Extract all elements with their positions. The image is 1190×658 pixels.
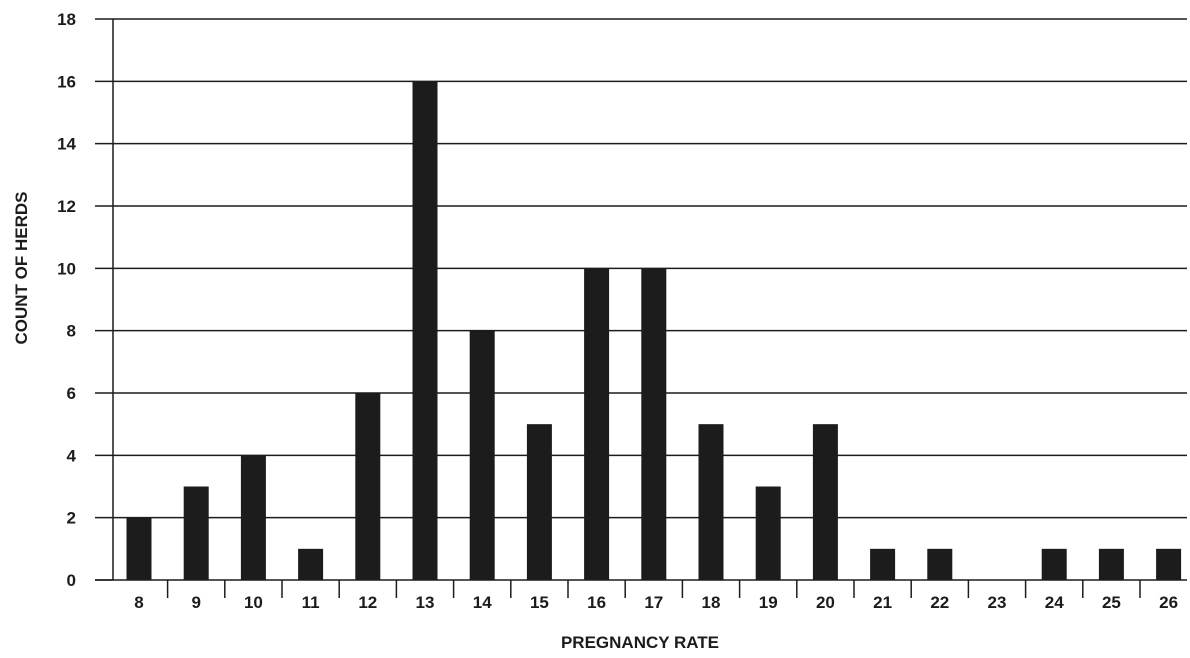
bar-13 xyxy=(412,81,438,580)
y-tick-labels: 0 2 4 6 8 10 12 14 16 18 xyxy=(57,10,76,590)
y-axis-title: COUNT OF HERDS xyxy=(12,192,31,345)
bar-11 xyxy=(298,548,324,580)
x-tick-label-12: 12 xyxy=(358,593,377,612)
x-axis-title: PREGNANCY RATE xyxy=(561,633,719,652)
bar-19 xyxy=(755,486,781,580)
x-tick-label-9: 9 xyxy=(191,593,200,612)
bar-26 xyxy=(1156,548,1182,580)
axes xyxy=(95,18,1187,598)
x-tick-label-11: 11 xyxy=(302,593,320,612)
y-tick-label-10: 10 xyxy=(57,259,76,278)
y-tick-label-12: 12 xyxy=(57,197,76,216)
bar-9 xyxy=(183,486,209,580)
y-tick-label-16: 16 xyxy=(57,72,76,91)
y-tick-label-14: 14 xyxy=(57,135,76,154)
x-tick-label-19: 19 xyxy=(759,593,778,612)
bar-16 xyxy=(584,268,610,580)
x-tick-label-15: 15 xyxy=(530,593,549,612)
x-tick-label-8: 8 xyxy=(134,593,143,612)
bar-17 xyxy=(641,268,667,580)
bar-20 xyxy=(812,424,838,580)
bar-15 xyxy=(526,424,552,580)
x-tick-label-18: 18 xyxy=(702,593,721,612)
x-tick-label-14: 14 xyxy=(473,593,492,612)
bar-25 xyxy=(1098,548,1124,580)
bar-21 xyxy=(870,548,896,580)
x-tick-label-10: 10 xyxy=(244,593,263,612)
x-tick-label-17: 17 xyxy=(644,593,663,612)
x-tick-labels: 8 9 10 11 12 13 14 15 16 17 18 19 20 21 22 23 24 25 26 xyxy=(134,593,1178,612)
y-tick-label-0: 0 xyxy=(67,571,76,590)
bars xyxy=(126,81,1182,580)
x-tick-label-13: 13 xyxy=(416,593,435,612)
x-tick-label-23: 23 xyxy=(988,593,1007,612)
y-tick-label-2: 2 xyxy=(67,509,76,528)
y-tick-label-6: 6 xyxy=(67,384,76,403)
bar-12 xyxy=(355,393,381,580)
bar-10 xyxy=(240,455,266,580)
x-tick-label-24: 24 xyxy=(1045,593,1064,612)
x-tick-label-16: 16 xyxy=(587,593,606,612)
y-tick-label-18: 18 xyxy=(57,10,76,29)
bar-8 xyxy=(126,517,152,580)
y-tick-label-4: 4 xyxy=(67,446,77,465)
x-tick-label-26: 26 xyxy=(1159,593,1178,612)
x-tick-label-22: 22 xyxy=(930,593,949,612)
bar-18 xyxy=(698,424,724,580)
x-tick-label-21: 21 xyxy=(873,593,892,612)
x-tick-label-20: 20 xyxy=(816,593,835,612)
bar-24 xyxy=(1041,548,1067,580)
bar-14 xyxy=(469,330,495,580)
y-tick-label-8: 8 xyxy=(67,322,76,341)
bar-22 xyxy=(927,548,953,580)
x-tick-label-25: 25 xyxy=(1102,593,1121,612)
